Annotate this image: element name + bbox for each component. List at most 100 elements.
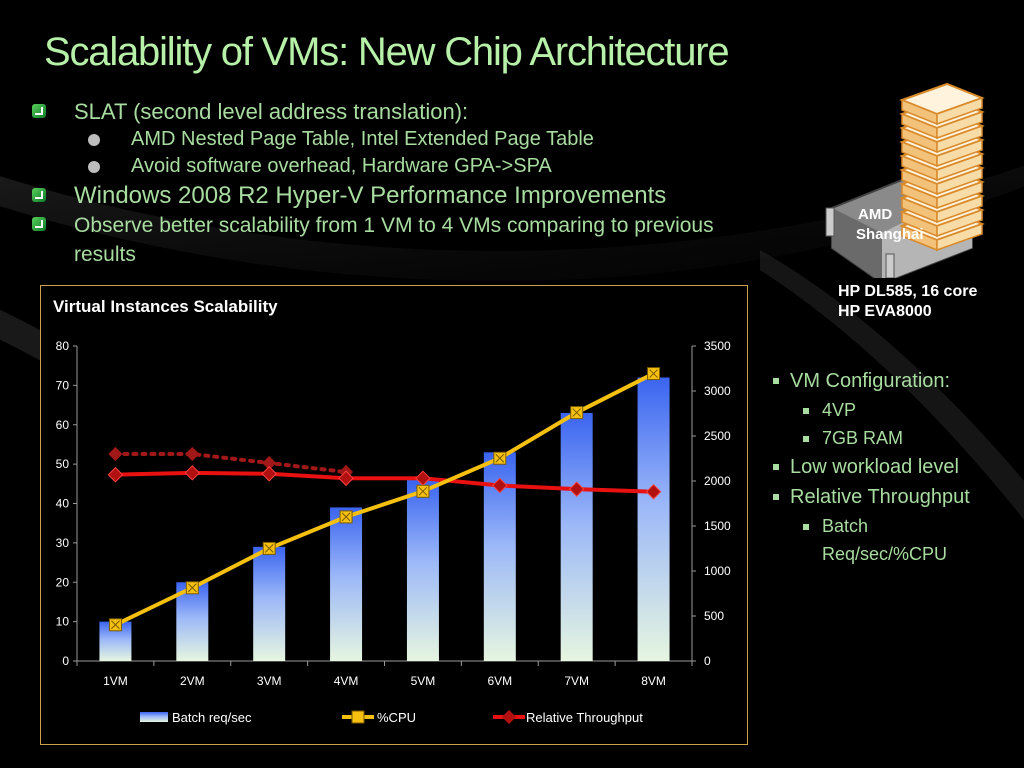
left-tick-label: 50 bbox=[56, 457, 70, 471]
bullet-text: Windows 2008 R2 Hyper-V Performance Impr… bbox=[74, 182, 667, 209]
left-tick-label: 30 bbox=[56, 536, 70, 550]
arrow-bullet-icon bbox=[32, 217, 46, 231]
right-tick-label: 1000 bbox=[704, 564, 731, 578]
caption-line2: HP EVA8000 bbox=[838, 303, 932, 320]
bullet-list: SLAT (second level address translation):… bbox=[30, 98, 770, 269]
cpu-point-mark bbox=[495, 453, 505, 463]
bar-batch-req bbox=[330, 507, 363, 661]
server-rack-illustration bbox=[825, 82, 985, 278]
bullet-scalability: Observe better scalability from 1 VM to … bbox=[30, 211, 770, 269]
legend-swatch-cpu-marker bbox=[351, 710, 365, 724]
bar-batch-req bbox=[253, 546, 286, 661]
chart-title: Virtual Instances Scalability bbox=[53, 297, 278, 316]
cpu-point-mark bbox=[418, 486, 428, 496]
caption-line1: HP DL585, 16 core bbox=[838, 283, 978, 300]
relative-throughput-point bbox=[261, 466, 277, 482]
left-tick-label: 10 bbox=[56, 615, 70, 629]
config-text: 7GB RAM bbox=[822, 428, 904, 448]
relative-throughput-point bbox=[568, 481, 585, 497]
bullet-text: Observe better scalability from 1 VM to … bbox=[74, 214, 714, 266]
square-bullet-icon bbox=[803, 436, 809, 442]
config-ram: 7GB RAM bbox=[770, 424, 1020, 452]
server-caption: HP DL585, 16 core HP EVA8000 bbox=[838, 282, 977, 322]
dotted-throughput-point bbox=[185, 446, 200, 462]
arrow-bullet-icon bbox=[32, 188, 46, 202]
relative-throughput-point bbox=[338, 470, 354, 487]
legend-label-batch: Batch req/sec bbox=[172, 710, 252, 725]
left-tick-label: 0 bbox=[62, 654, 69, 668]
sub-bullet-nested-page-table: AMD Nested Page Table, Intel Extended Pa… bbox=[30, 126, 770, 153]
config-workload: Low workload level bbox=[770, 452, 1020, 482]
config-text: Low workload level bbox=[790, 456, 959, 478]
left-tick-label: 60 bbox=[56, 418, 70, 432]
legend-swatch-throughput-marker bbox=[501, 709, 517, 725]
scalability-chart: Virtual Instances Scalability 0 10 20 30 40 50… bbox=[53, 297, 731, 725]
square-bullet-icon bbox=[773, 494, 779, 500]
config-text: Req/sec/%CPU bbox=[822, 544, 948, 564]
cpu-point-mark bbox=[187, 583, 197, 593]
cpu-point-mark bbox=[111, 620, 120, 630]
server-stack bbox=[899, 82, 985, 252]
bar-batch-req bbox=[560, 412, 593, 661]
x-tick-label: 3VM bbox=[257, 674, 282, 688]
bar-batch-req bbox=[176, 582, 209, 661]
slide-title: Scalability of VMs: New Chip Architectur… bbox=[44, 30, 730, 74]
bullet-text: AMD Nested Page Table, Intel Extended Pa… bbox=[131, 128, 594, 150]
config-relative-throughput: Relative Throughput bbox=[770, 482, 1020, 512]
relative-throughput-point bbox=[492, 477, 508, 494]
right-tick-label: 1500 bbox=[704, 519, 731, 533]
relative-throughput-point bbox=[645, 484, 662, 500]
config-list: VM Configuration: 4VP 7GB RAM Low worklo… bbox=[770, 366, 1020, 568]
legend-label-cpu: %CPU bbox=[377, 710, 416, 725]
x-tick-label: 8VM bbox=[641, 674, 666, 688]
relative-throughput-point bbox=[415, 470, 431, 487]
x-tick-label: 1VM bbox=[103, 674, 128, 688]
right-tick-label: 2500 bbox=[704, 429, 731, 443]
x-tick-label: 4VM bbox=[334, 674, 359, 688]
cpu-line bbox=[114, 371, 655, 627]
config-vm: VM Configuration: bbox=[770, 366, 1020, 396]
dotted-throughput-point bbox=[108, 446, 123, 462]
square-bullet-icon bbox=[803, 408, 809, 414]
dotted-throughput-point bbox=[262, 455, 277, 471]
relative-throughput-point bbox=[107, 466, 124, 483]
left-tick-label: 80 bbox=[56, 339, 70, 353]
square-bullet-icon bbox=[773, 464, 779, 470]
bar-batch-req bbox=[637, 377, 670, 661]
arrow-bullet-icon bbox=[32, 104, 46, 118]
right-tick-label: 2000 bbox=[704, 474, 731, 488]
circle-bullet-icon bbox=[88, 161, 100, 173]
cpu-point-mark bbox=[572, 408, 582, 417]
config-text: Batch bbox=[822, 516, 869, 536]
right-tick-label: 0 bbox=[704, 654, 711, 668]
config-text: VM Configuration: bbox=[790, 370, 951, 392]
cpu-point-mark bbox=[264, 544, 274, 553]
bar-batch-req bbox=[406, 479, 439, 661]
x-tick-label: 5VM bbox=[411, 674, 436, 688]
legend-label-throughput: Relative Throughput bbox=[526, 710, 643, 725]
circle-bullet-icon bbox=[88, 134, 100, 146]
relative-throughput-line bbox=[115, 470, 654, 494]
x-tick-label: 7VM bbox=[564, 674, 589, 688]
config-vp: 4VP bbox=[770, 396, 1020, 424]
square-bullet-icon bbox=[773, 378, 779, 384]
cpu-point-mark bbox=[649, 369, 658, 378]
left-tick-label: 40 bbox=[56, 497, 70, 511]
dotted-throughput-line bbox=[113, 452, 349, 474]
config-text: Relative Throughput bbox=[790, 486, 970, 508]
legend-swatch-batch bbox=[140, 712, 168, 722]
chip-label-line1: AMD bbox=[858, 206, 893, 223]
left-tick-label: 70 bbox=[56, 378, 70, 392]
right-tick-label: 3000 bbox=[704, 384, 731, 398]
config-batch: Batch Req/sec/%CPU bbox=[770, 512, 1020, 568]
cpu-point-mark bbox=[341, 512, 351, 522]
left-tick-label: 20 bbox=[56, 575, 70, 589]
bullet-text: SLAT (second level address translation): bbox=[74, 99, 469, 124]
square-bullet-icon bbox=[803, 524, 809, 530]
right-tick-label: 500 bbox=[704, 609, 724, 623]
x-tick-label: 2VM bbox=[180, 674, 205, 688]
bullet-hyperv: Windows 2008 R2 Hyper-V Performance Impr… bbox=[30, 180, 770, 211]
chart-container: Virtual Instances Scalability 0 10 20 30 40 50… bbox=[40, 285, 748, 745]
sub-bullet-software-overhead: Avoid software overhead, Hardware GPA->S… bbox=[30, 153, 770, 180]
chip-label: AMD Shanghai bbox=[856, 205, 924, 245]
